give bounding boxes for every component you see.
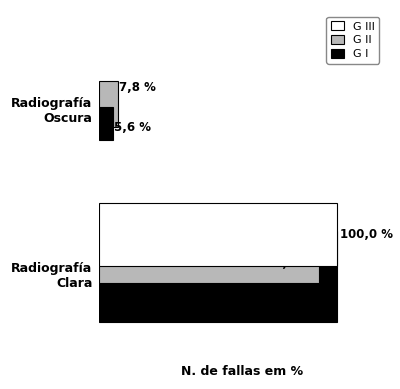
Bar: [99, 107, 113, 140]
Bar: [99, 81, 118, 127]
Text: 7,8 %: 7,8 %: [119, 81, 156, 94]
Bar: [99, 237, 319, 283]
Text: 5,6 %: 5,6 %: [114, 121, 151, 134]
Legend: G III, G II, G I: G III, G II, G I: [326, 17, 380, 63]
Text: 100,0 %: 100,0 %: [340, 228, 393, 242]
X-axis label: N. de fallas em %: N. de fallas em %: [181, 365, 303, 378]
Bar: [99, 231, 337, 322]
Text: 92,2 %: 92,2 %: [266, 257, 311, 270]
Bar: [99, 203, 337, 266]
